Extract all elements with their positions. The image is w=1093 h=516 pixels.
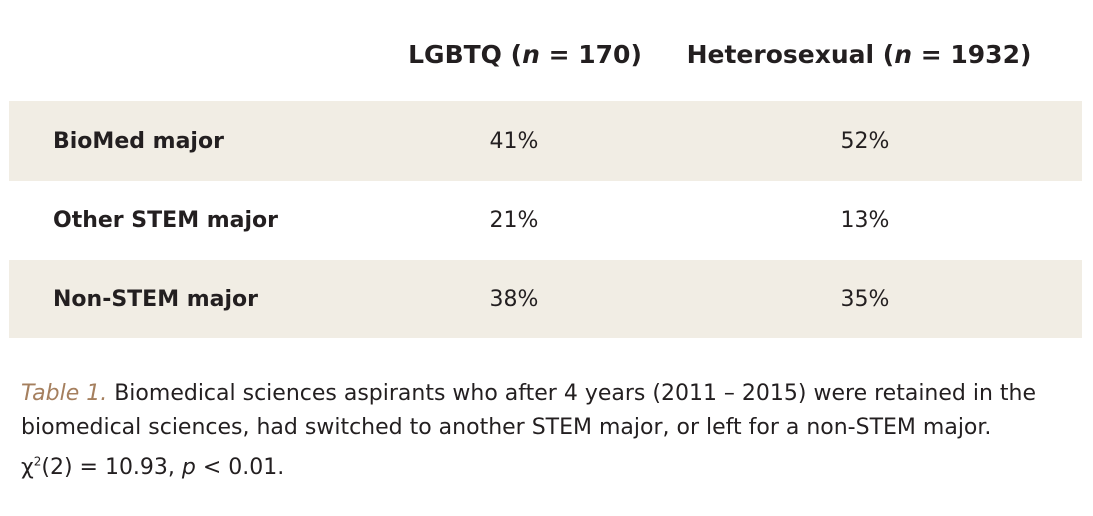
caption-statistic: χ2(2) = 10.93, p < 0.01. [21, 455, 284, 480]
cell-lgbtq: 41% [489, 128, 539, 154]
caption-text: Biomedical sciences aspirants who after … [21, 381, 1037, 440]
row-label: Non-STEM major [53, 286, 259, 312]
n-symbol: n [894, 40, 913, 69]
results-table: LGBTQ (n = 170) Heterosexual (n = 1932) … [9, 0, 1082, 338]
chi-symbol: χ [21, 455, 34, 481]
p-value: < 0.01. [195, 455, 285, 481]
cell-heterosexual: 52% [840, 128, 890, 154]
row-label: BioMed major [53, 128, 224, 154]
chi-superscript: 2 [33, 455, 42, 469]
cell-lgbtq: 21% [489, 208, 539, 233]
p-symbol: p [181, 455, 196, 481]
n-symbol: n [522, 40, 540, 69]
column-header-lgbtq: LGBTQ (n = 170) [408, 40, 642, 69]
cell-heterosexual: 13% [840, 208, 890, 233]
cell-lgbtq: 38% [489, 286, 539, 312]
table-row: Non-STEM major 38% 35% [9, 260, 1082, 338]
table-caption: Table 1. Biomedical sciences aspirants w… [21, 377, 1081, 485]
column-header-heterosexual: Heterosexual (n = 1932) [686, 40, 1032, 69]
n-value: = 170 [539, 40, 631, 69]
table-header-row: LGBTQ (n = 170) Heterosexual (n = 1932) [9, 0, 1082, 101]
table-row: Other STEM major 21% 13% [9, 181, 1082, 260]
table-row: BioMed major 41% 52% [9, 101, 1082, 181]
n-value: = 1932 [912, 40, 1020, 69]
column-name: LGBTQ [408, 40, 502, 69]
row-label: Other STEM major [53, 208, 279, 233]
cell-heterosexual: 35% [840, 286, 890, 312]
caption-label: Table 1. [21, 381, 108, 406]
chi-value: (2) = 10.93, [41, 455, 182, 481]
column-name: Heterosexual [686, 40, 875, 69]
